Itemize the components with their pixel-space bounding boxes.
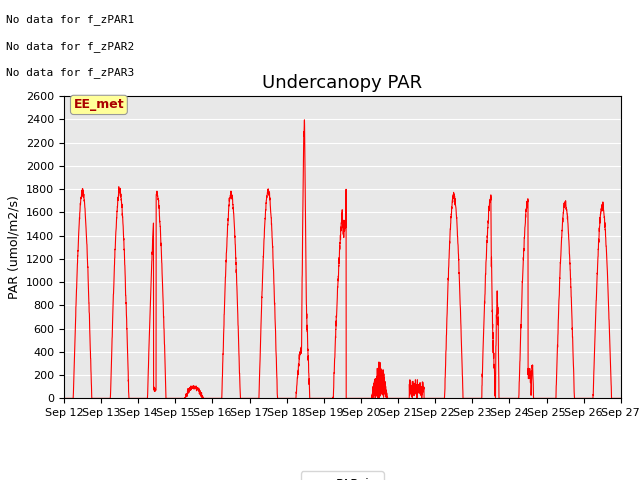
Y-axis label: PAR (umol/m2/s): PAR (umol/m2/s): [8, 195, 20, 299]
Text: No data for f_zPAR2: No data for f_zPAR2: [6, 41, 134, 52]
Legend: PAR_in: PAR_in: [301, 471, 384, 480]
Text: No data for f_zPAR3: No data for f_zPAR3: [6, 67, 134, 78]
Text: No data for f_zPAR1: No data for f_zPAR1: [6, 14, 134, 25]
Title: Undercanopy PAR: Undercanopy PAR: [262, 73, 422, 92]
Text: EE_met: EE_met: [74, 98, 124, 111]
